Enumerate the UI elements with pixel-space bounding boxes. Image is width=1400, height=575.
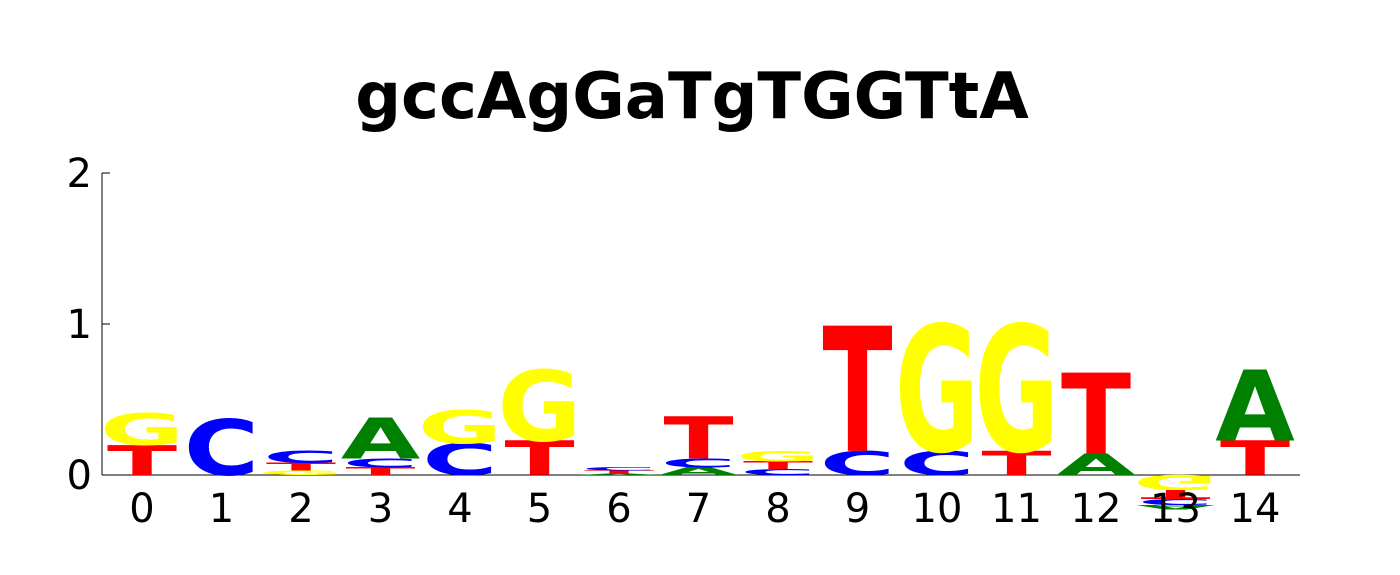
logo-letter-glyph: T [822,293,892,492]
logo-letter-glyph: T [345,466,415,478]
logo-letter-glyph: G [1133,470,1217,494]
logo-letter-glyph: T [266,461,336,473]
logo-letter-g: G [974,290,1058,492]
logo-letter-c: C [343,456,418,470]
logo-letter-glyph: T [107,437,178,485]
logo-letter-glyph: G [100,405,184,456]
logo-letter-glyph: C [422,435,497,486]
logo-letter-t: T [981,445,1051,484]
logo-letter-glyph: A [341,406,421,471]
logo-letter-c: C [581,467,656,472]
logo-letter-glyph: C [661,456,736,470]
logo-letter-glyph: C [1138,497,1213,507]
x-tick-label: 5 [527,486,552,532]
logo-letter-c: C [899,445,974,484]
logo-letter-glyph: T [743,459,813,471]
y-tick-label: 1 [67,302,92,348]
logo-letter-glyph: A [1056,448,1136,482]
logo-letter-a: A [1056,448,1136,482]
logo-letter-glyph: T [663,405,733,472]
x-tick-label: 13 [1150,486,1201,532]
x-tick-label: 8 [765,486,790,532]
logo-letter-c: C [740,467,815,477]
logo-letter-t: T [584,470,655,475]
logo-letter-glyph: T [981,445,1051,484]
logo-letter-c: C [1138,497,1213,507]
logo-letter-glyph: A [659,466,739,478]
logo-letter-c: C [263,448,338,467]
logo-letter-g: G [418,401,502,454]
logo-letter-glyph: C [740,467,815,477]
axes [101,172,1300,476]
logo-letter-glyph: G [418,401,502,454]
logo-letter-glyph: T [1061,351,1131,481]
logo-letter-t: T [1061,351,1131,481]
x-tick-label: 6 [606,486,631,532]
logo-letter-c: C [422,435,497,486]
logo-letter-a: A [1136,504,1216,511]
logo-letter-c: C [820,445,895,484]
x-tick-label: 14 [1230,486,1281,532]
logo-letter-glyph: G [736,448,820,465]
logo-letter-glyph: T [504,431,575,486]
logo-letter-a: A [341,406,421,471]
logo-letter-t: T [107,437,178,485]
logo-letter-g: G [895,290,979,492]
y-tick-label: 2 [67,151,92,197]
logo-letter-t: T [1220,431,1291,486]
x-tick-label: 1 [209,486,234,532]
y-tick-label: 0 [67,453,92,499]
x-tick-label: 0 [129,486,154,532]
logo-letter-a: A [659,466,739,478]
logo-letter-t: T [1140,487,1210,501]
logo-letter-t: T [663,405,733,472]
logo-letter-glyph: G [259,469,343,476]
logo-letter-glyph: G [974,290,1058,492]
logo-letter-t: T [504,431,575,486]
logo-letter-g: G [1133,470,1217,494]
logo-letter-g: G [736,448,820,465]
x-tick-label: 12 [1071,486,1122,532]
x-tick-label: 11 [991,486,1042,532]
logo-letter-glyph: T [584,470,655,475]
logo-letter-glyph: C [343,456,418,470]
logo-letter-glyph: C [820,445,895,484]
logo-letter-glyph: A [1136,504,1216,511]
logo-letter-glyph: C [184,405,259,494]
x-tick-label: 7 [686,486,711,532]
logo-letter-c: C [661,456,736,470]
logo-letter-glyph: T [1140,487,1210,501]
logo-letter-glyph: C [899,445,974,484]
logo-letter-t: T [822,293,892,492]
logo-letter-glyph: A [579,473,659,475]
chart-title: gccAgGaTgTGGTtA [355,60,1029,134]
x-tick-label: 4 [447,486,472,532]
x-tick-label: 9 [845,486,870,532]
logo-letter-t: T [345,466,415,478]
logo-letter-a: A [579,473,659,475]
logo-letter-g: G [259,469,343,476]
logo-letter-g: G [100,405,184,456]
logo-letter-glyph: G [497,350,581,464]
logo-letter-g: G [497,350,581,464]
logo-letter-glyph: G [895,290,979,492]
logo-letter-glyph: T [1220,431,1291,486]
logo-letter-glyph: A [1215,350,1295,464]
x-tick-label: 2 [288,486,313,532]
logo-letter-a: A [1215,350,1295,464]
x-tick-label: 3 [368,486,393,532]
x-tick-label: 10 [912,486,963,532]
logo-letter-glyph: C [581,467,656,472]
logo-letter-c: C [184,405,259,494]
logo-letter-t: T [743,459,813,471]
logo-letter-t: T [266,461,336,473]
logo-letter-glyph: C [263,448,338,467]
